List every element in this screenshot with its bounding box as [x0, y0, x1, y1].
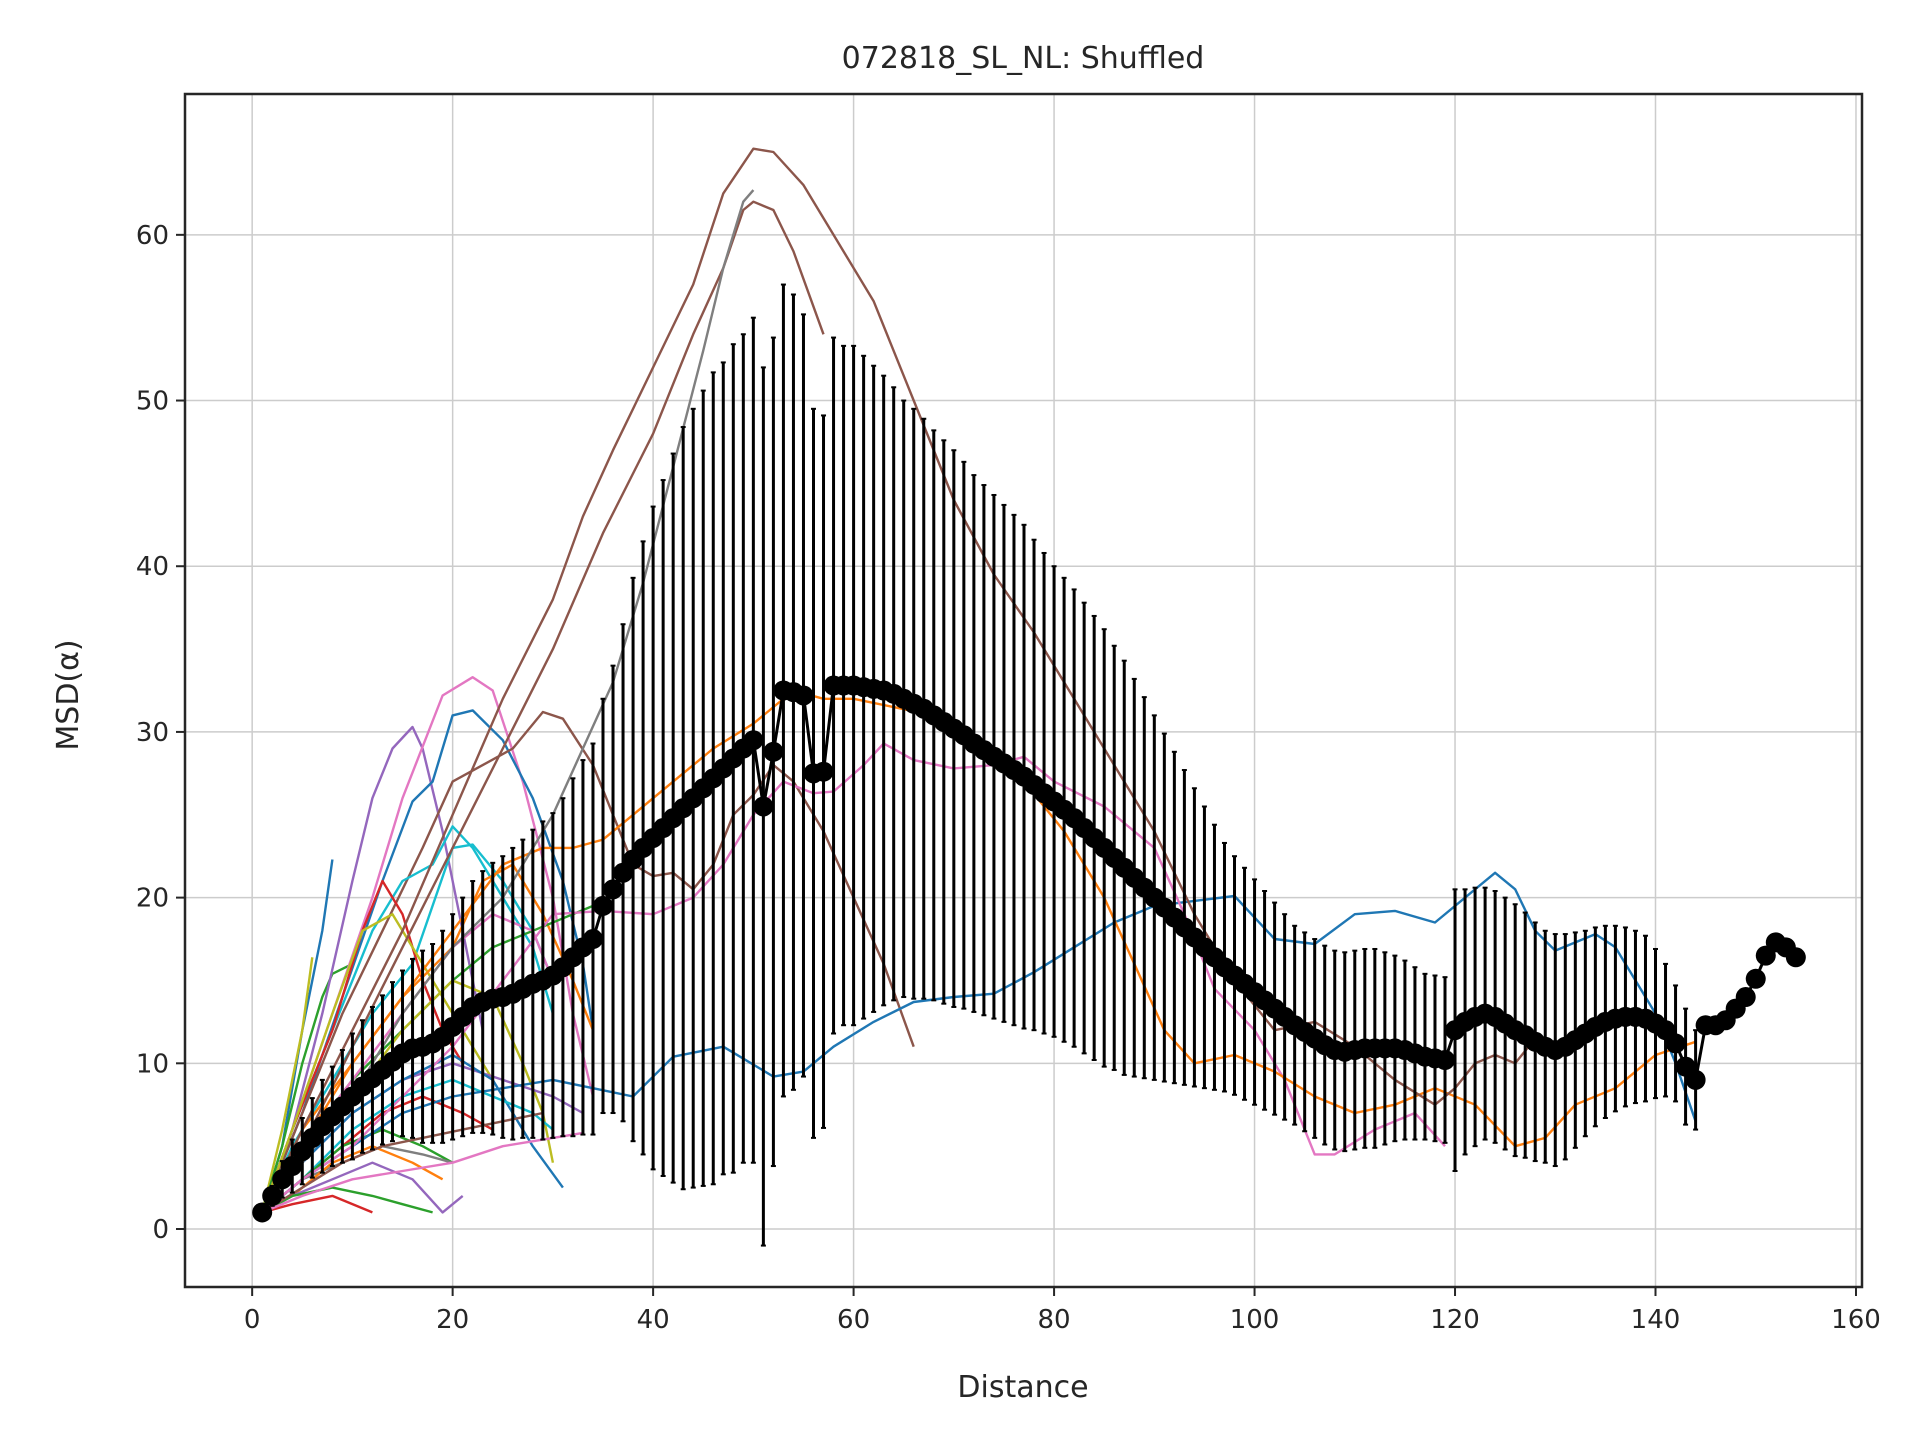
series-line-24 — [261, 1186, 433, 1214]
mean-point — [1735, 987, 1756, 1008]
mean-point — [1665, 1033, 1686, 1054]
series-line-25 — [261, 1194, 373, 1214]
y-tick-label: 60 — [136, 221, 169, 251]
x-tick-label: 60 — [837, 1305, 870, 1335]
series-line-3 — [261, 962, 353, 1213]
x-tick-label: 160 — [1831, 1305, 1881, 1335]
y-axis-title: MSD(α) — [51, 639, 86, 750]
mean-point — [1785, 947, 1806, 968]
series-line-4 — [261, 725, 484, 1213]
mean-point — [592, 895, 613, 916]
x-axis-title: Distance — [957, 1370, 1088, 1405]
y-tick-label: 10 — [136, 1049, 169, 1079]
mean-point — [753, 796, 774, 817]
series-line-32 — [261, 200, 825, 1214]
chart-title: 072818_SL_NL: Shuffled — [842, 41, 1205, 76]
series-line-2 — [261, 957, 314, 1213]
mean-point — [1685, 1069, 1706, 1090]
x-tick-label: 120 — [1430, 1305, 1480, 1335]
mean-point — [252, 1202, 273, 1223]
x-tick-label: 40 — [637, 1305, 670, 1335]
series-line-10 — [261, 879, 464, 1213]
mean-point — [813, 761, 834, 782]
mean-point — [793, 685, 814, 706]
mean-point — [763, 741, 784, 762]
mean-point — [1745, 968, 1766, 989]
plot-frame — [183, 92, 1864, 1289]
mean-point — [262, 1185, 283, 1206]
x-tick-label: 20 — [436, 1305, 469, 1335]
mean-point — [582, 929, 603, 950]
mean-point — [1435, 1049, 1456, 1070]
mean-point — [282, 1156, 303, 1177]
mean-point — [603, 879, 624, 900]
y-tick-label: 50 — [136, 387, 169, 417]
y-tick-label: 30 — [136, 718, 169, 748]
mean-point — [743, 730, 764, 751]
mean-series — [252, 675, 1806, 1223]
y-tick-label: 0 — [152, 1215, 169, 1245]
x-tick-label: 80 — [1038, 1305, 1071, 1335]
y-tick-label: 20 — [136, 884, 169, 914]
x-tick-label: 140 — [1631, 1305, 1681, 1335]
y-tick-label: 40 — [136, 552, 169, 582]
axis-ticks: 0 20 40 60 80 100 120 140 160 0 10 20 30 40 50 60 — [136, 221, 1881, 1335]
series-line-26 — [261, 1111, 544, 1214]
x-tick-label: 0 — [244, 1305, 261, 1335]
x-tick-label: 100 — [1230, 1305, 1280, 1335]
